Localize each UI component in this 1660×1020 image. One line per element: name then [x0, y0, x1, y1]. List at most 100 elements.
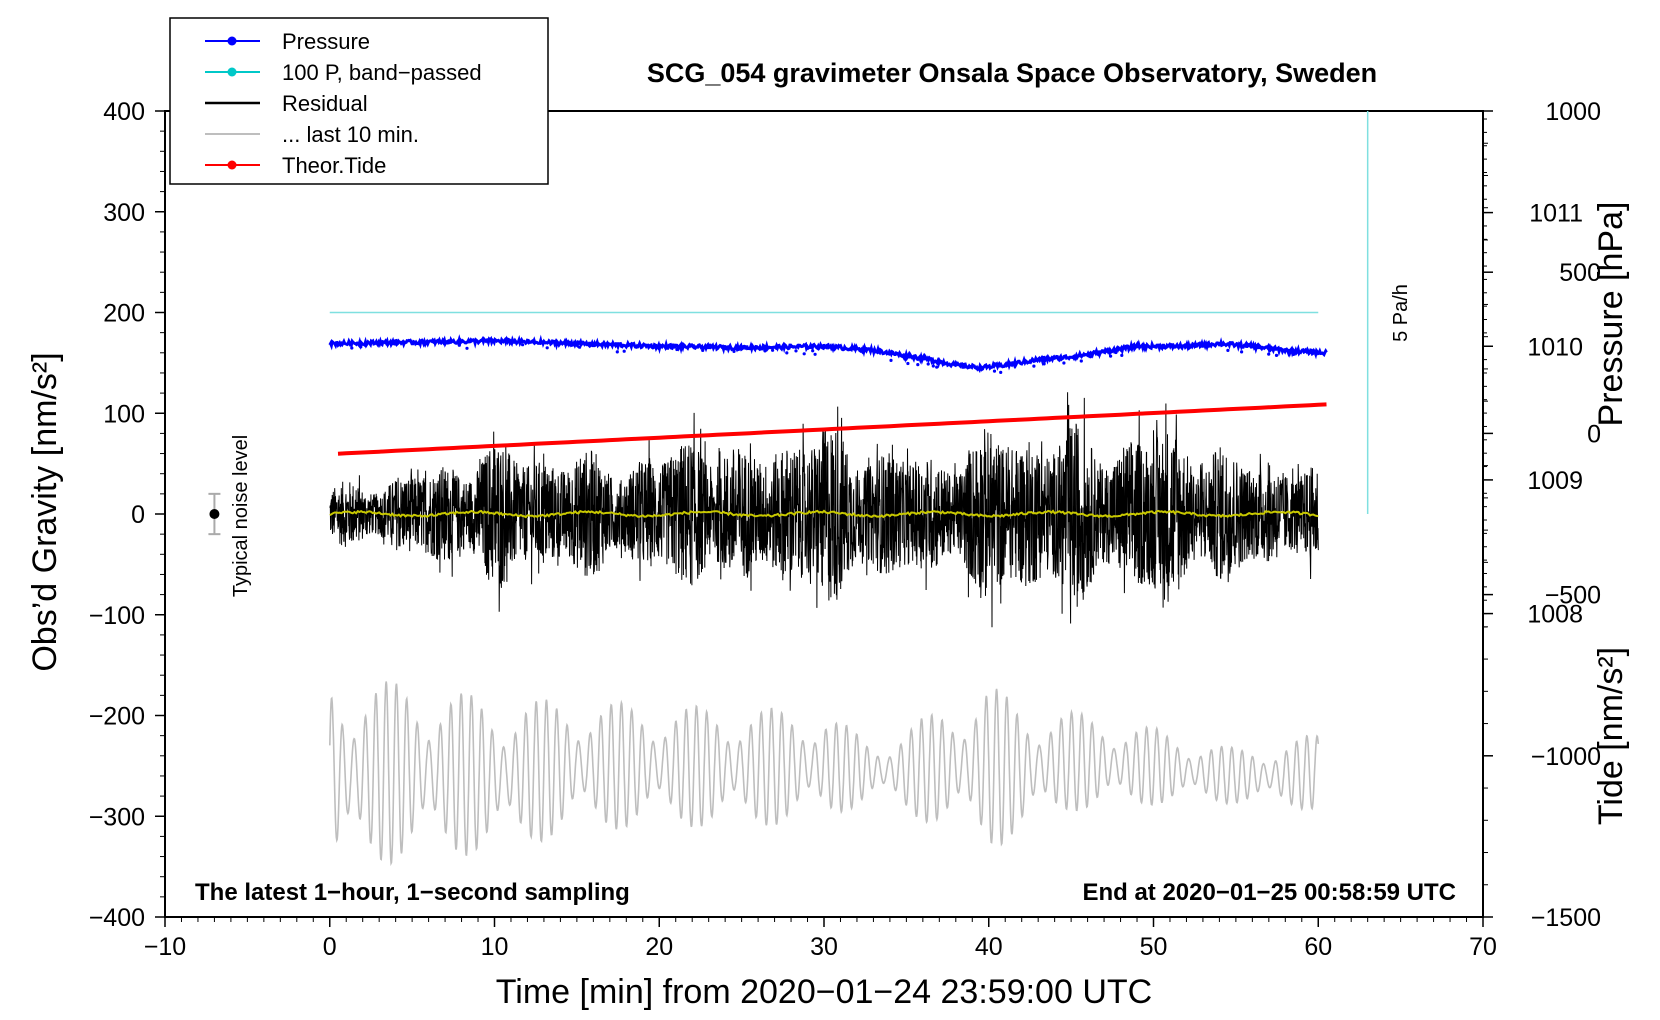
- y-axis-tide-label: Tide [nm/s²]: [1592, 647, 1630, 825]
- pressure-point: [359, 345, 363, 349]
- pressure-tick-label: 1011: [1529, 200, 1583, 228]
- residual-mean-series: [329, 509, 1319, 519]
- residual-series: [329, 392, 1319, 628]
- pressure-point: [771, 348, 775, 352]
- pressure-point: [1109, 354, 1113, 358]
- y-axis-pressure-ticks: 1011 1010 1009 1008: [1483, 118, 1583, 629]
- pressure-point: [794, 349, 798, 353]
- x-tick-label: 70: [1469, 933, 1497, 961]
- tide-tick-label: −500: [1545, 582, 1601, 610]
- x-tick-label: 60: [1304, 933, 1332, 961]
- pressure-point: [1088, 355, 1093, 359]
- y-axis-pressure-label: Pressure [hPa]: [1592, 202, 1630, 427]
- pressure-point: [1032, 364, 1036, 368]
- pressure-point: [615, 350, 619, 354]
- legend: Pressure 100 P, band−passed Residual ... la…: [169, 17, 549, 185]
- tide-tick-label: 0: [1587, 420, 1601, 448]
- legend-label: 100 P, band−passed: [282, 60, 482, 85]
- pressure-point: [521, 343, 525, 347]
- x-axis-ticks: −10 0 10 20 30 40 50 60 70: [144, 917, 1497, 961]
- pressure-point: [931, 364, 935, 368]
- noise-level-label: Typical noise level: [230, 435, 252, 597]
- pressure-point: [802, 352, 806, 356]
- pressure-point: [701, 348, 705, 352]
- y-tick-label: −200: [89, 703, 145, 731]
- pressure-tick-label: 1010: [1527, 333, 1583, 361]
- pressure-point: [350, 346, 354, 350]
- pressure-point: [578, 345, 582, 349]
- pressure-point: [1240, 350, 1244, 354]
- tide-tick-label: −1500: [1531, 904, 1601, 932]
- pressure-point: [926, 362, 930, 366]
- y-tick-label: 300: [103, 199, 145, 227]
- x-tick-label: 20: [645, 933, 673, 961]
- pressure-rate-label: 5 Pa/h: [1390, 284, 1412, 342]
- legend-label: Theor.Tide: [282, 153, 386, 178]
- residual-mean-line: [329, 509, 1319, 519]
- legend-marker: [227, 67, 237, 77]
- pressure-point: [1062, 361, 1066, 365]
- tide-tick-label: 1000: [1545, 98, 1601, 126]
- noise-errorbar: [208, 492, 221, 536]
- pressure-point: [545, 346, 549, 350]
- tide-tick-label: −1000: [1531, 743, 1601, 771]
- pressure-point: [732, 349, 736, 353]
- y-tick-label: 400: [103, 98, 145, 126]
- pressure-point: [906, 361, 910, 366]
- sampling-note: The latest 1−hour, 1−second sampling: [195, 879, 630, 906]
- pressure-tick-label: 1008: [1527, 601, 1583, 629]
- theoretical-tide-series: [337, 402, 1327, 456]
- pressure-point: [465, 346, 469, 350]
- x-axis-label: Time [min] from 2020−01−24 23:59:00 UTC: [496, 973, 1152, 1011]
- legend-label: ... last 10 min.: [282, 122, 419, 147]
- pressure-point: [785, 351, 789, 355]
- pressure-point: [1079, 359, 1083, 363]
- y-tick-label: 0: [131, 501, 145, 529]
- pressure-point: [1114, 350, 1118, 355]
- pressure-point: [916, 363, 920, 367]
- tide-line: [337, 402, 1327, 456]
- pressure-point: [992, 369, 997, 373]
- chart-title: SCG_054 gravimeter Onsala Space Observat…: [647, 58, 1377, 88]
- y-axis-tide-ticks: 1000 500 0 −500 −1000 −1500: [1483, 98, 1601, 932]
- pressure-point: [1274, 353, 1279, 357]
- pressure-point: [675, 347, 679, 352]
- x-tick-label: 40: [975, 933, 1003, 961]
- legend-label: Residual: [282, 91, 368, 116]
- pressure-point: [1120, 353, 1124, 357]
- legend-marker: [227, 36, 237, 46]
- x-tick-label: 30: [810, 933, 838, 961]
- pressure-point: [1267, 352, 1271, 356]
- pressure-point: [1291, 352, 1296, 356]
- y-tick-label: −100: [89, 602, 145, 630]
- pressure-point: [999, 370, 1003, 374]
- pressure-point: [1226, 348, 1230, 352]
- legend-marker: [227, 160, 237, 170]
- tide-tick-label: 500: [1559, 259, 1601, 287]
- y-axis-left-label: Obs’d Gravity [nm/s²]: [26, 352, 64, 671]
- last-10-min-series: [329, 681, 1320, 867]
- pressure-point: [935, 365, 939, 369]
- noise-errorbar-point: [209, 509, 220, 519]
- pressure-point: [889, 358, 893, 362]
- pressure-point: [763, 349, 767, 353]
- residual-line: [329, 392, 1319, 628]
- x-tick-label: −10: [144, 933, 186, 961]
- x-tick-label: 50: [1140, 933, 1168, 961]
- x-tick-label: 0: [323, 933, 337, 961]
- pressure-series: [328, 334, 1328, 374]
- y-axis-left-ticks: 400 300 200 100 0 −100 −200 −300 −400: [89, 98, 165, 932]
- legend-label: Pressure: [282, 29, 370, 54]
- x-tick-label: 10: [481, 933, 509, 961]
- pressure-point: [811, 349, 815, 353]
- pressure-tick-label: 1009: [1527, 467, 1583, 495]
- y-tick-label: 100: [103, 400, 145, 428]
- pressure-point: [1042, 362, 1046, 366]
- end-time-note: End at 2020−01−25 00:58:59 UTC: [1082, 879, 1456, 906]
- y-tick-label: −400: [89, 904, 145, 932]
- legend-box: [169, 17, 549, 185]
- pressure-line: [328, 334, 1328, 374]
- pressure-point: [622, 349, 626, 353]
- pressure-point: [457, 343, 461, 347]
